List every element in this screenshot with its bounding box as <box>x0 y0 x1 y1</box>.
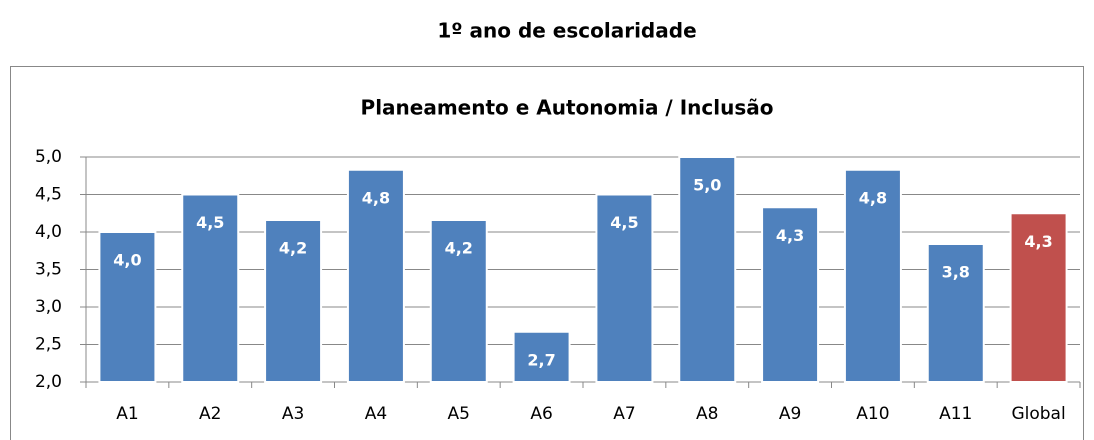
y-tick-label: 3,5 <box>35 260 62 280</box>
chart-title: Planeamento e Autonomia / Inclusão <box>361 96 774 120</box>
y-tick-label: 2,5 <box>35 335 62 355</box>
bar <box>761 206 820 383</box>
value-label: 4,8 <box>859 188 887 207</box>
value-label: 5,0 <box>693 176 721 195</box>
bar <box>98 231 157 383</box>
x-tick-label: A6 <box>530 404 552 424</box>
value-label: 3,8 <box>942 263 970 282</box>
y-tick-label: 3,0 <box>35 297 62 317</box>
x-tick-label: Global <box>1011 404 1065 424</box>
bar <box>926 243 985 383</box>
x-tick-label: A10 <box>856 404 889 424</box>
bar <box>346 168 405 383</box>
x-tick-label: A2 <box>199 404 221 424</box>
value-label: 4,3 <box>1024 232 1052 251</box>
y-tick-label: 4,5 <box>35 185 62 205</box>
y-tick-label: 5,0 <box>35 147 62 167</box>
x-tick-label: A1 <box>116 404 138 424</box>
bar <box>264 219 323 383</box>
x-tick-label: A7 <box>613 404 635 424</box>
y-tick-label: 2,0 <box>35 372 62 392</box>
y-tick-label: 4,0 <box>35 222 62 242</box>
bar <box>512 330 571 383</box>
value-label: 4,0 <box>113 251 141 270</box>
value-label: 4,8 <box>362 188 390 207</box>
bar <box>181 193 240 383</box>
bar <box>1009 212 1068 383</box>
x-tick-label: A3 <box>282 404 304 424</box>
value-label: 4,2 <box>279 239 307 258</box>
value-label: 2,7 <box>527 350 555 369</box>
value-label: 4,5 <box>610 213 638 232</box>
x-tick-label: A9 <box>779 404 801 424</box>
bar <box>678 156 737 383</box>
x-tick-label: A5 <box>448 404 470 424</box>
chart-frame <box>10 66 1084 440</box>
x-tick-label: A8 <box>696 404 718 424</box>
value-label: 4,3 <box>776 226 804 245</box>
x-tick-label: A11 <box>939 404 972 424</box>
bar <box>595 193 654 383</box>
page-title: 1º ano de escolaridade <box>437 19 696 43</box>
value-label: 4,2 <box>445 239 473 258</box>
x-tick-label: A4 <box>365 404 387 424</box>
bar <box>843 168 902 383</box>
value-label: 4,5 <box>196 213 224 232</box>
bar <box>429 219 488 383</box>
